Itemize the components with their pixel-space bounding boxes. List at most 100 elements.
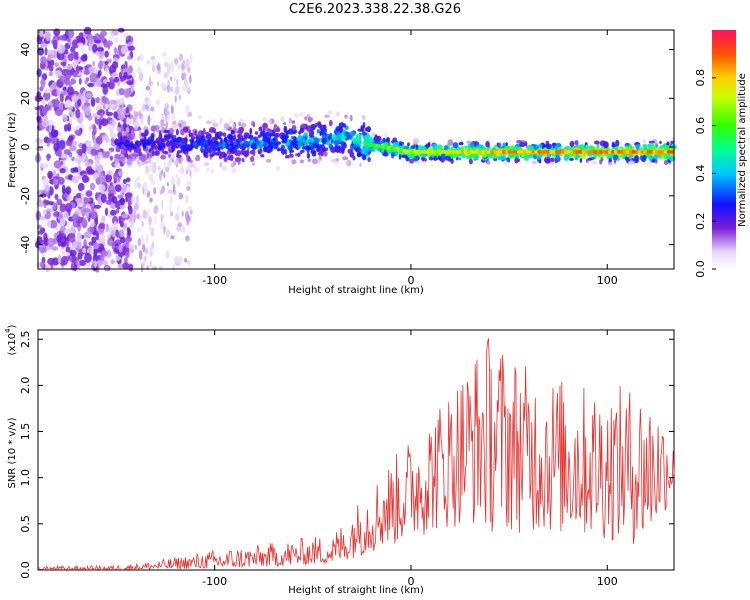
spectrogram-cell: [374, 134, 378, 141]
spectrogram-cell: [95, 135, 103, 145]
spectrogram-cell: [504, 160, 508, 166]
spectrogram-cell: [83, 196, 89, 203]
spectrogram-cell: [107, 42, 111, 50]
spectrogram-cell: [240, 122, 247, 128]
spectrogram-cell: [281, 148, 286, 155]
spectrogram-cell: [359, 162, 362, 167]
spectrogram-cell: [245, 140, 249, 145]
spectrogram-cell: [67, 86, 74, 96]
spectrogram-cell: [166, 182, 169, 187]
spectrogram-cell: [93, 260, 98, 268]
spectrogram-cell: [250, 155, 255, 163]
spectrogram-cell: [67, 135, 74, 142]
spectrogram-border: [37, 29, 675, 270]
spectrogram-cell: [54, 109, 63, 116]
spectrogram-cell: [154, 150, 160, 156]
spectrogram-cell: [219, 117, 223, 125]
spectrogram-cell: [53, 160, 62, 169]
spectrogram-cell: [83, 238, 87, 249]
spectrogram-cell: [268, 119, 272, 125]
spectrogram-cell: [308, 130, 315, 138]
spectrogram-cell: [40, 163, 49, 169]
spectrogram-cell: [615, 139, 620, 147]
spectrogram-cell: [146, 208, 151, 219]
spectrogram-cell: [101, 177, 105, 185]
spectrogram-cell: [134, 126, 138, 131]
spectrogram-cell: [206, 167, 210, 172]
spectrogram-cell: [564, 146, 572, 151]
spectrogram-cell: [100, 112, 104, 119]
spectrogram-cell: [133, 149, 138, 153]
chart-title: C2E6.2023.338.22.38.G26: [288, 2, 462, 17]
spectrogram-cell: [100, 193, 107, 203]
spectrogram-cell: [189, 169, 192, 178]
spectrogram-panel: -100 0 100 -40 -20 0 20 40 Height of straight l…: [7, 26, 677, 296]
spectrogram-cell: [91, 212, 97, 220]
spectrogram-cell: [146, 265, 149, 271]
spectrogram-cell: [126, 177, 131, 183]
spectrogram-cell: [219, 162, 222, 168]
spectrogram-cell: [87, 115, 93, 121]
spectrogram-cell: [183, 72, 187, 80]
spectrogram-cell: [263, 135, 267, 142]
spectrogram-cell: [81, 46, 85, 52]
spectrogram-cell: [82, 247, 87, 254]
spectrogram-cell: [172, 183, 176, 193]
spectrogram-cell: [291, 120, 296, 124]
spectrogram-cell: [52, 211, 58, 217]
spectrogram-cell: [150, 140, 154, 145]
spectrogram-cell: [89, 182, 95, 191]
spectrogram-cell: [218, 142, 224, 147]
spectrogram-cell: [119, 229, 125, 238]
spectrogram-cell: [52, 39, 58, 49]
spectrogram-cell: [161, 199, 164, 210]
spectrogram-cell: [114, 184, 122, 192]
spectrogram-cell: [65, 186, 72, 195]
spectrogram-cell: [97, 227, 105, 235]
spectrogram-cell: [77, 202, 84, 208]
spectrogram-cell: [423, 160, 426, 167]
spectrogram-cell: [642, 139, 647, 144]
spectrogram-cell: [41, 120, 50, 128]
spectrogram-cell: [537, 143, 543, 149]
spectrogram-cell: [139, 54, 144, 61]
snr-xtick-label: 0: [407, 575, 414, 588]
spectrogram-cell: [59, 93, 64, 103]
spectrogram-cell: [352, 138, 357, 143]
spectrogram-cell: [551, 142, 557, 147]
spectrogram-cell: [105, 67, 109, 76]
spectrogram-cell: [105, 173, 113, 183]
spectrogram-cell: [186, 215, 192, 223]
spectrogram-cell: [136, 127, 142, 131]
spectrogram-cell: [254, 131, 259, 135]
spectrogram-cell: [135, 111, 139, 117]
spectrogram-cell: [113, 47, 118, 55]
colorbar-tick-label: 0.6: [694, 117, 707, 135]
spectrogram-cell: [163, 171, 166, 179]
spectrogram-cell: [66, 123, 72, 132]
spectrogram-cell: [288, 117, 293, 124]
spectrogram-cell: [54, 193, 59, 200]
spectrogram-cell: [80, 54, 88, 62]
spectrogram-cell: [90, 148, 98, 156]
spectrogram-cell: [85, 92, 92, 99]
spectrogram-cell: [642, 143, 647, 150]
spectrogram-cell: [77, 99, 82, 107]
spectrogram-cell: [167, 189, 173, 194]
spectrogram-cell: [227, 154, 232, 161]
spectrogram-cell: [106, 238, 113, 246]
spectrogram-cell: [70, 224, 76, 235]
spectrogram-cell: [160, 169, 164, 175]
spectrogram-cell: [133, 136, 139, 142]
spectrogram-ytick-label: 0: [19, 144, 32, 151]
spectrogram-cell: [144, 104, 149, 110]
spectrogram-cell: [550, 157, 555, 163]
spectrogram-cell: [269, 132, 276, 137]
spectrogram-cell: [287, 131, 293, 135]
spectrogram-cell: [356, 151, 362, 158]
spectrogram-cell: [147, 115, 151, 126]
spectrogram-cell: [272, 137, 276, 142]
spectrogram-cell: [112, 61, 119, 69]
spectrogram-cell: [49, 219, 58, 229]
spectrogram-cell: [145, 248, 149, 255]
